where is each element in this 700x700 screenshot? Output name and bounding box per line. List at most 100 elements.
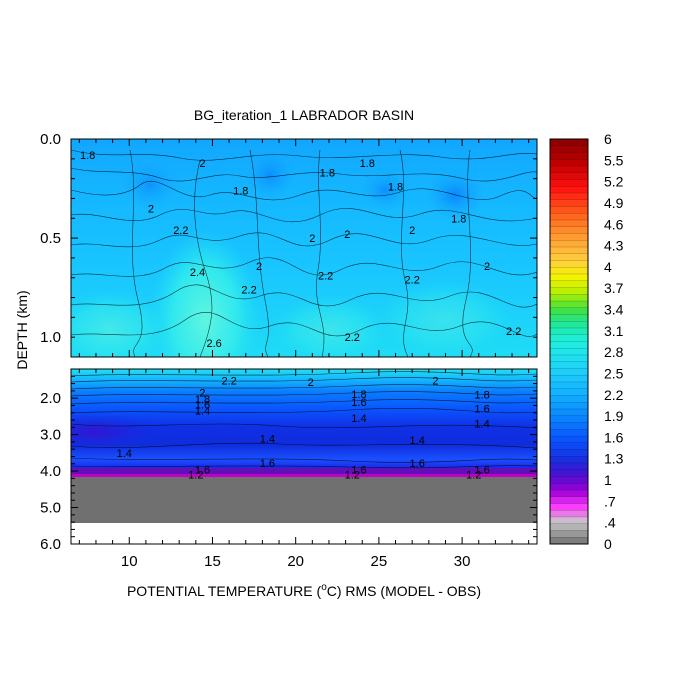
colorbar-swatch: [550, 328, 588, 336]
colorbar-swatch: [550, 429, 588, 437]
colorbar-swatch: [550, 523, 588, 531]
colorbar-swatch: [550, 233, 588, 241]
contour-label: 2: [199, 158, 205, 170]
colorbar-swatch: [550, 206, 588, 214]
colorbar-swatch: [550, 483, 588, 491]
colorbar-swatch: [550, 449, 588, 457]
x-axis: 10 15 20 25 30: [78, 139, 530, 570]
contour-label: 1.8: [320, 168, 335, 180]
upper-warm-anomaly: [375, 280, 515, 357]
colorbar-swatch: [550, 145, 588, 153]
contour-label: 1.6: [351, 464, 366, 476]
contour-label: 1.6: [195, 464, 210, 476]
x-tick-label: 20: [287, 553, 304, 570]
contour-label: 1.8: [451, 213, 466, 225]
chart-title: BG_iteration_1 LABRADOR BASIN: [194, 107, 414, 123]
contour-label: 2.2: [173, 225, 188, 237]
y-tick-label: 6.0: [40, 536, 61, 553]
x-axis-label-superscript: o: [321, 582, 327, 593]
contour-label: 1.4: [351, 413, 366, 425]
contour-label: 2: [199, 388, 205, 400]
colorbar-label: .7: [604, 493, 616, 509]
x-tick-label: 10: [121, 553, 138, 570]
upper-cool-anomaly: [245, 150, 295, 200]
colorbar-swatch: [550, 287, 588, 295]
contour-label: 2.2: [405, 275, 420, 287]
contour-label: 2.2: [221, 376, 236, 388]
colorbar-swatch: [550, 436, 588, 444]
contour-label: 1.8: [80, 150, 95, 162]
colorbar-label: 4.9: [604, 195, 624, 211]
lower-contour-lines: [71, 371, 537, 469]
x-tick-label: 30: [454, 553, 471, 570]
colorbar-swatch: [550, 422, 588, 430]
colorbar-swatch: [550, 260, 588, 268]
y-tick-label: 4.0: [40, 463, 61, 480]
colorbar-swatch: [550, 530, 588, 538]
colorbar-swatch: [550, 213, 588, 221]
colorbar-label: 3.7: [604, 280, 624, 296]
contour-label: 2: [344, 229, 350, 241]
colorbar-swatch: [550, 220, 588, 228]
colorbar-label: 4.3: [604, 238, 624, 254]
colorbar-swatch: [550, 503, 588, 511]
bottom-band-purple: [71, 468, 537, 474]
upper-warm-anomaly: [270, 295, 390, 357]
colorbar-swatch: [550, 199, 588, 207]
contour-label: 2.2: [241, 285, 256, 297]
colorbar-swatch: [550, 517, 588, 525]
contour-label: 1.8: [351, 389, 366, 401]
colorbar-swatch: [550, 152, 588, 160]
bottom-land-fill: [71, 477, 537, 523]
colorbar-swatch: [550, 280, 588, 288]
contour-label: 2: [308, 377, 314, 389]
colorbar-label: 3.1: [604, 323, 624, 339]
y-tick-label: 0.5: [40, 230, 61, 247]
colorbar-label: 1: [604, 472, 612, 488]
colorbar-swatch: [550, 375, 588, 383]
colorbar-swatch: [550, 388, 588, 396]
colorbar-swatch: [550, 490, 588, 498]
colorbar-swatch: [550, 267, 588, 275]
colorbar-swatch: [550, 139, 588, 147]
colorbar-swatch: [550, 301, 588, 309]
contour-label: 1.4: [260, 433, 275, 445]
colorbar-label: 4: [604, 259, 612, 275]
upper-cool-anomaly: [360, 170, 410, 210]
colorbar-label: 2.8: [604, 344, 624, 360]
y-axis-label: DEPTH (km): [14, 290, 30, 369]
colorbar-swatch: [550, 361, 588, 369]
contour-label: 1.6: [195, 400, 210, 412]
colorbar-swatch: [550, 179, 588, 187]
y-axis-upper: 0.0 0.5 1.0: [40, 131, 537, 358]
contour-label: 1.4: [474, 419, 489, 431]
contour-label: 1.6: [410, 458, 425, 470]
colorbar-swatch: [550, 274, 588, 282]
colorbar-swatch: [550, 226, 588, 234]
contour-label: 1.8: [195, 394, 210, 406]
colorbar-swatch: [550, 172, 588, 180]
contour-label: 1.8: [233, 186, 248, 198]
colorbar-swatch: [550, 166, 588, 174]
contour-label: 2.2: [506, 326, 521, 338]
contour-label: 1.8: [388, 182, 403, 194]
colorbar-label: 4.6: [604, 216, 624, 232]
contour-label: 1.4: [117, 448, 132, 460]
y-tick-label: 5.0: [40, 500, 61, 517]
upper-warm-anomaly: [71, 290, 170, 357]
contour-label: 2.2: [345, 332, 360, 344]
upper-panel-frame: [70, 138, 538, 358]
colorbar-swatch: [550, 537, 588, 545]
contour-label: 1.2: [188, 470, 203, 482]
colorbar-swatch: [550, 321, 588, 329]
colorbar-swatch: [550, 463, 588, 471]
x-axis-label-prefix: POTENTIAL TEMPERATURE (: [127, 583, 322, 599]
contour-label: 2: [309, 233, 315, 245]
contour-label: 2: [484, 261, 490, 273]
colorbar-swatch: [550, 415, 588, 423]
x-axis-label-suffix: C) RMS (MODEL - OBS): [327, 583, 481, 599]
contour-label: 1.2: [345, 470, 360, 482]
y-tick-label: 3.0: [40, 427, 61, 444]
